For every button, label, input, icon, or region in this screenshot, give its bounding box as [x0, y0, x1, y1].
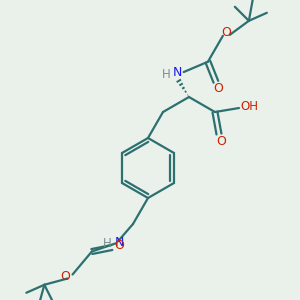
Text: O: O	[213, 82, 223, 95]
Text: H: H	[103, 237, 111, 250]
Text: O: O	[61, 270, 70, 283]
Text: OH: OH	[240, 100, 258, 112]
Text: N: N	[173, 65, 182, 79]
Text: O: O	[114, 239, 124, 252]
Text: O: O	[216, 134, 226, 148]
Text: H: H	[162, 68, 171, 80]
Text: N: N	[114, 236, 124, 249]
Text: O: O	[221, 26, 231, 39]
